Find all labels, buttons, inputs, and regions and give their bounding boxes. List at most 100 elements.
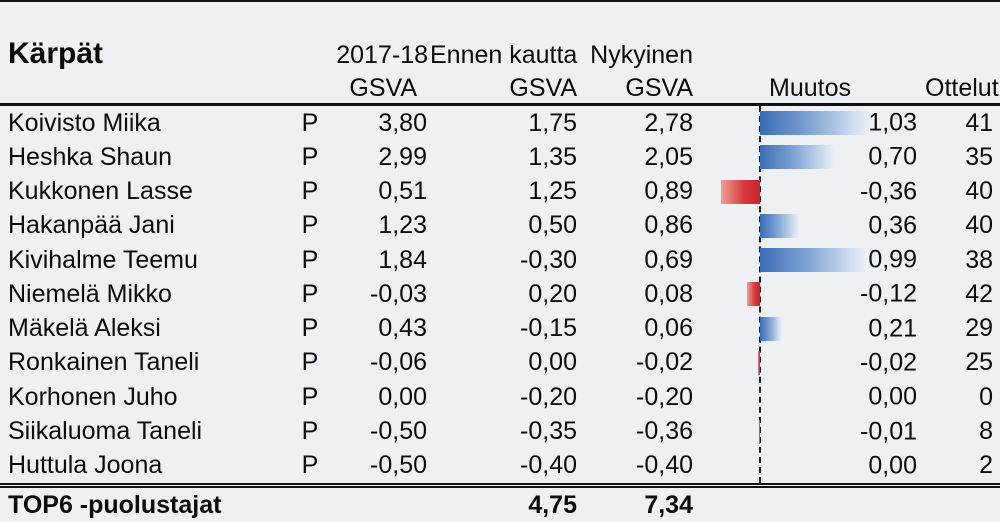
player-name: Koivisto Miika: [8, 108, 161, 137]
header-line-2: GSVA GSVA GSVA Muutos Ottelut: [0, 70, 1000, 103]
player-position: P: [301, 451, 319, 480]
gsva-2017-18-value: 0,51: [378, 177, 427, 206]
table-row: Heshka Shaun P 2,99 1,35 2,05 0,70 35: [0, 140, 1000, 174]
gsva-ennen-kautta-value: -0,15: [520, 314, 577, 343]
player-position: P: [301, 245, 319, 274]
ottelut-value: 40: [965, 211, 993, 240]
table-footer: TOP6 -puolustajat 4,75 7,34: [0, 488, 1000, 522]
player-position: P: [301, 417, 319, 446]
col-header-ennen-kautta: Ennen kautta: [430, 41, 578, 69]
table-row: Siikaluoma Taneli P -0,50 -0,35 -0,36 -0…: [0, 414, 1000, 448]
ottelut-value: 38: [965, 245, 993, 274]
player-name: Kukkonen Lasse: [8, 177, 193, 206]
muutos-bar: [760, 145, 835, 170]
player-position: P: [301, 348, 319, 377]
gsva-ennen-kautta-value: 1,75: [528, 108, 577, 137]
muutos-value: 1,03: [868, 108, 917, 137]
player-position: P: [301, 108, 319, 137]
table-row: Mäkelä Aleksi P 0,43 -0,15 0,06 0,21 29: [0, 312, 1000, 346]
player-name: Hakanpää Jani: [8, 211, 175, 240]
table-row: Koivisto Miika P 3,80 1,75 2,78 1,03 41: [0, 106, 1000, 140]
table-row: Huttula Joona P -0,50 -0,40 -0,40 0,00 2: [0, 449, 1000, 483]
muutos-value: -0,12: [860, 279, 917, 308]
table-row: Kukkonen Lasse P 0,51 1,25 0,89 -0,36 40: [0, 175, 1000, 209]
zero-axis-dashed-line: [759, 106, 761, 483]
muutos-value: -0,36: [860, 177, 917, 206]
gsva-nykyinen-value: 0,89: [644, 177, 693, 206]
gsva-nykyinen-value: -0,02: [636, 348, 693, 377]
gsva-2017-18-value: 0,00: [378, 382, 427, 411]
gsva-ennen-kautta-value: 0,50: [528, 211, 577, 240]
gsva-ennen-kautta-value: -0,40: [520, 451, 577, 480]
gsva-nykyinen-value: 0,86: [644, 211, 693, 240]
player-name: Mäkelä Aleksi: [8, 314, 161, 343]
gsva-2017-18-value: 1,23: [378, 211, 427, 240]
ottelut-value: 8: [979, 417, 993, 446]
muutos-value: 0,70: [868, 142, 917, 171]
muutos-bar: [760, 213, 799, 238]
player-position: P: [301, 279, 319, 308]
player-position: P: [301, 177, 319, 206]
player-name: Niemelä Mikko: [8, 279, 172, 308]
muutos-bar: [760, 111, 871, 136]
header-divider-line: [0, 103, 1000, 106]
team-title: Kärpät: [8, 37, 104, 70]
muutos-cell: -0,02: [695, 346, 925, 380]
footer-total-nykyinen: 7,34: [644, 490, 693, 519]
ottelut-value: 41: [965, 108, 993, 137]
ottelut-value: 2: [979, 451, 993, 480]
ottelut-value: 40: [965, 177, 993, 206]
muutos-cell: -0,01: [695, 414, 925, 448]
ottelut-value: 35: [965, 142, 993, 171]
gsva-2017-18-value: 3,80: [378, 108, 427, 137]
gsva-nykyinen-value: 0,69: [644, 245, 693, 274]
gsva-2017-18-value: -0,06: [370, 348, 427, 377]
player-name: Siikaluoma Taneli: [8, 417, 203, 446]
player-name: Korhonen Juho: [8, 382, 178, 411]
muutos-value: 0,99: [868, 245, 917, 274]
col-header-nykyinen: Nykyinen: [590, 41, 693, 69]
muutos-value: 0,00: [868, 451, 917, 480]
ottelut-value: 29: [965, 314, 993, 343]
ottelut-value: 25: [965, 348, 993, 377]
gsva-ennen-kautta-value: 0,00: [528, 348, 577, 377]
muutos-value: 0,36: [868, 211, 917, 240]
col-header-gsva-3: GSVA: [625, 74, 693, 102]
muutos-value: -0,02: [860, 348, 917, 377]
footer-label: TOP6 -puolustajat: [8, 490, 222, 519]
player-name: Ronkainen Taneli: [8, 348, 200, 377]
gsva-ennen-kautta-value: -0,30: [520, 245, 577, 274]
gsva-2017-18-value: -0,50: [370, 451, 427, 480]
table-row: Niemelä Mikko P -0,03 0,20 0,08 -0,12 42: [0, 277, 1000, 311]
muutos-cell: 0,70: [695, 140, 925, 174]
col-header-2017-18: 2017-18: [336, 41, 428, 69]
gsva-ennen-kautta-value: 1,25: [528, 177, 577, 206]
ottelut-value: 0: [979, 382, 993, 411]
gsva-2017-18-value: 1,84: [378, 245, 427, 274]
player-name: Kivihalme Teemu: [8, 245, 198, 274]
gsva-2017-18-value: 0,43: [378, 314, 427, 343]
muutos-value: 0,21: [868, 314, 917, 343]
gsva-nykyinen-value: 0,06: [644, 314, 693, 343]
table-body: Koivisto Miika P 3,80 1,75 2,78 1,03 41 …: [0, 106, 1000, 483]
gsva-ennen-kautta-value: 0,20: [528, 279, 577, 308]
muutos-value: -0,01: [860, 417, 917, 446]
muutos-cell: 0,00: [695, 449, 925, 483]
muutos-cell: 0,21: [695, 312, 925, 346]
gsva-ennen-kautta-value: -0,35: [520, 417, 577, 446]
player-position: P: [301, 382, 319, 411]
player-position: P: [301, 314, 319, 343]
footer-divider-line: [0, 483, 1000, 488]
muutos-bar: [757, 350, 760, 375]
muutos-bar: [721, 179, 760, 204]
table-row: Hakanpää Jani P 1,23 0,50 0,86 0,36 40: [0, 209, 1000, 243]
muutos-cell: -0,12: [695, 277, 925, 311]
col-header-ottelut: Ottelut: [925, 74, 999, 102]
col-header-gsva-2: GSVA: [509, 74, 577, 102]
muutos-bar: [760, 248, 866, 273]
gsva-nykyinen-value: -0,40: [636, 451, 693, 480]
table-header: Kärpät 2017-18 Ennen kautta Nykyinen GSV…: [0, 2, 1000, 103]
player-position: P: [301, 211, 319, 240]
gsva-nykyinen-value: 0,08: [644, 279, 693, 308]
